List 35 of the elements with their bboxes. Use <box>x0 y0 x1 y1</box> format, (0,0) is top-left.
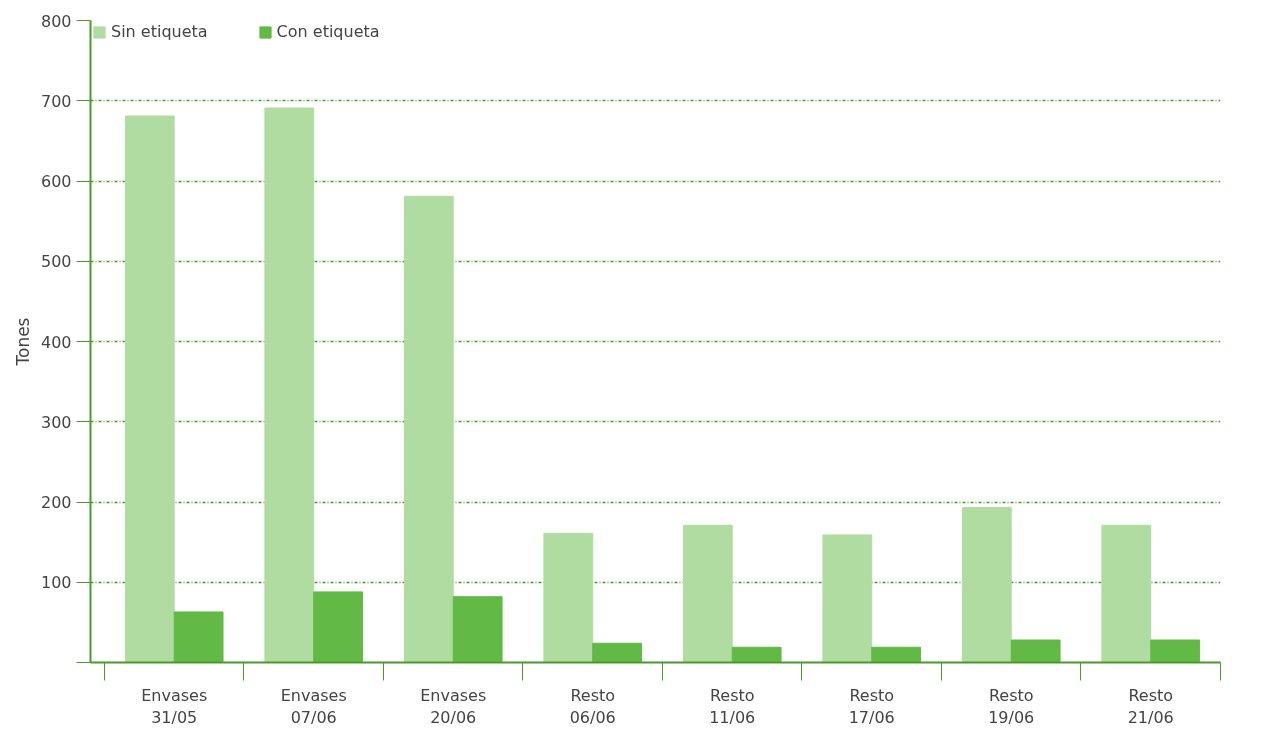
y-tick-label: 800 <box>40 11 72 31</box>
y-tick-label: 200 <box>40 493 72 512</box>
x-tick-label: Resto 11/06 <box>709 685 756 728</box>
bar <box>871 646 922 663</box>
y-tick-label: 400 <box>40 332 72 352</box>
bar <box>452 596 503 663</box>
x-tick-label: Resto 06/06 <box>569 685 616 728</box>
bar <box>403 195 454 663</box>
bar <box>124 115 175 663</box>
legend-label: Sin etiqueta <box>111 22 208 41</box>
y-tick-label: 300 <box>40 412 72 432</box>
bar <box>543 532 594 663</box>
x-tick-label: Envases 20/06 <box>420 685 487 728</box>
bar <box>822 534 873 663</box>
x-tick-label: Resto 19/06 <box>988 685 1035 728</box>
bar <box>592 642 643 663</box>
legend-label: Con etiqueta <box>276 22 380 41</box>
y-tick-label: 600 <box>40 172 72 191</box>
bar <box>961 507 1012 663</box>
bar <box>731 646 782 663</box>
bar <box>1150 639 1201 663</box>
bar <box>313 591 364 663</box>
bar <box>1101 524 1152 663</box>
y-tick-label: 100 <box>40 573 72 593</box>
bar <box>1010 639 1061 663</box>
y-tick-label: 700 <box>40 91 72 111</box>
x-tick-label: Resto 21/06 <box>1127 685 1174 728</box>
bar <box>264 107 315 663</box>
bar <box>682 524 733 663</box>
y-tick-label: 500 <box>40 252 72 272</box>
x-tick-label: Envases 31/05 <box>141 685 208 728</box>
x-tick-label: Resto 17/06 <box>848 685 895 728</box>
bar <box>173 611 224 663</box>
x-tick-label: Envases 07/06 <box>280 685 347 728</box>
y-axis-title: Tones <box>12 317 33 367</box>
